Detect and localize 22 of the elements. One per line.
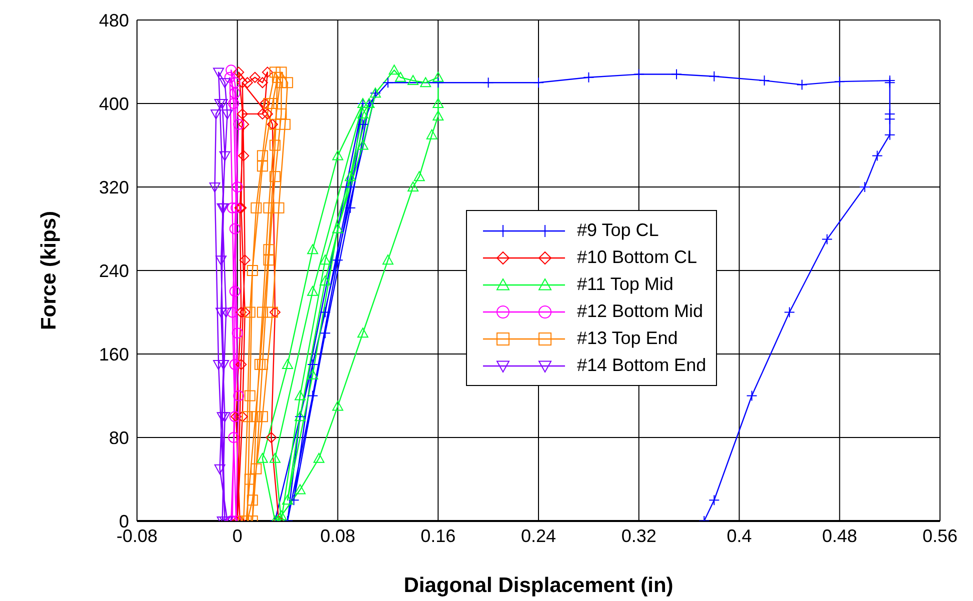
y-tick-label: 400	[98, 94, 129, 114]
x-axis-title: Diagonal Displacement (in)	[404, 574, 674, 597]
x-tick-label: 0.48	[822, 526, 858, 546]
x-tick-label: 0.56	[922, 526, 958, 546]
x-tick-label: 0.08	[320, 526, 356, 546]
x-tick-label: 0.32	[621, 526, 656, 546]
y-tick-label: 80	[108, 428, 129, 448]
legend-label: #14 Bottom End	[577, 355, 706, 376]
x-tick-label: 0.24	[520, 526, 556, 546]
y-axis-title: Force (kips)	[37, 210, 60, 330]
y-tick-label: 320	[98, 177, 129, 198]
legend-label: #10 Bottom CL	[577, 247, 698, 268]
y-tick-label: 160	[98, 344, 129, 364]
legend-label: #13 Top End	[577, 328, 678, 349]
legend-label: #9 Top CL	[577, 220, 659, 241]
x-tick-label: 0	[232, 526, 242, 546]
x-tick-label: 0.16	[420, 526, 456, 546]
x-tick-label: 0.4	[726, 526, 752, 546]
y-tick-label: 480	[98, 10, 129, 30]
legend-label: #11 Top Mid	[577, 274, 674, 295]
legend-label: #12 Bottom Mid	[577, 301, 704, 322]
y-tick-label: 240	[98, 260, 129, 281]
